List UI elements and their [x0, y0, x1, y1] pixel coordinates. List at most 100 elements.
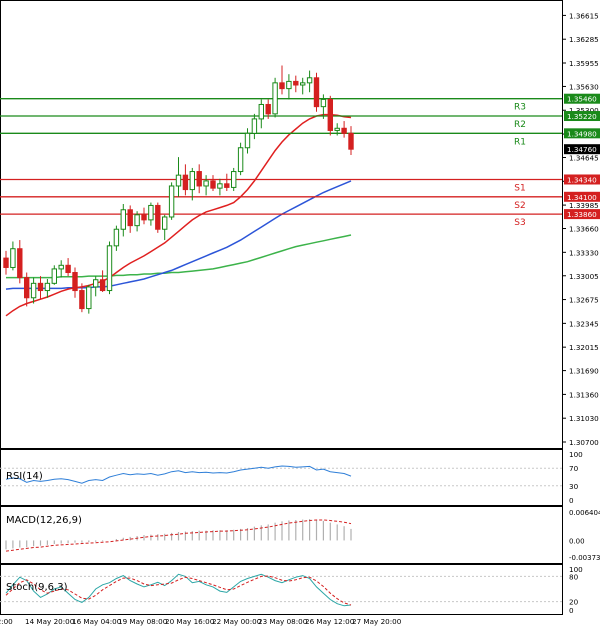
level-name-s3: S3 — [514, 218, 525, 228]
candle-body — [342, 128, 346, 133]
candle-body — [225, 184, 229, 188]
candle-body — [100, 280, 104, 291]
stoch-tick-bottom: 0 — [569, 606, 574, 615]
candle-body — [94, 280, 98, 287]
macd-title: MACD(12,26,9) — [6, 515, 82, 526]
candle-body — [301, 83, 305, 85]
rsi-tick-label: 30 — [569, 482, 579, 491]
level-name-r2: R2 — [514, 120, 526, 130]
candle-body — [121, 210, 125, 229]
macd-tick-label: 0.006404 — [569, 509, 600, 517]
macd-tick-label: -0.003731 — [569, 554, 600, 562]
time-axis-label: 16 May 04:00 — [72, 617, 122, 626]
price-tick-label: 1.31030 — [569, 414, 599, 423]
candle-body — [163, 217, 167, 229]
level-name-s2: S2 — [514, 201, 525, 211]
candle-body — [211, 181, 215, 188]
candle-body — [245, 133, 249, 147]
candle-body — [142, 215, 146, 220]
level-price-label: 1.34100 — [567, 193, 597, 202]
candle-body — [266, 104, 270, 113]
price-tick-label: 1.31690 — [569, 367, 599, 376]
candle-body — [107, 246, 111, 291]
candle-body — [232, 172, 236, 188]
candle-body — [128, 210, 132, 226]
level-price-label: 1.34980 — [567, 129, 597, 138]
candle-body — [4, 258, 8, 267]
candle-body — [252, 119, 256, 133]
candle-body — [59, 265, 63, 269]
price-tick-label: 1.34645 — [569, 153, 599, 162]
candle-body — [273, 83, 277, 114]
time-axis-label: 27 May 20:00 — [352, 617, 402, 626]
candle-body — [314, 78, 318, 107]
price-tick-label: 1.36285 — [569, 35, 599, 44]
candle-body — [238, 148, 242, 172]
price-tick-label: 1.30700 — [569, 438, 599, 447]
price-tick-label: 1.33985 — [569, 201, 599, 210]
time-axis-label: 20 May 16:00 — [165, 617, 215, 626]
time-axis-label: 22 May 00:00 — [212, 617, 262, 626]
level-price-label: 1.35220 — [567, 112, 597, 121]
candle-body — [190, 172, 194, 190]
level-price-label: 1.33860 — [567, 210, 597, 219]
candle-body — [287, 81, 291, 88]
level-name-r1: R1 — [514, 137, 526, 147]
candle-body — [87, 287, 91, 309]
time-axis-label: 19 May 08:00 — [118, 617, 168, 626]
candle-body — [45, 283, 49, 290]
candle-body — [169, 186, 173, 217]
candle-body — [218, 184, 222, 188]
level-price-label: 1.34340 — [567, 175, 597, 184]
candle-body — [156, 205, 160, 229]
time-axis-label: 14 May 20:00 — [25, 617, 75, 626]
candle-body — [328, 99, 332, 130]
time-axis-label: 23 May 08:00 — [258, 617, 308, 626]
level-name-r3: R3 — [514, 103, 526, 113]
rsi-title: RSI(14) — [6, 471, 43, 482]
price-tick-label: 1.32345 — [569, 319, 599, 328]
candle-body — [135, 215, 139, 226]
candle-body — [11, 249, 15, 268]
candle-body — [66, 265, 70, 272]
candle-body — [25, 278, 29, 298]
candle-body — [114, 229, 118, 246]
candle-body — [204, 181, 208, 186]
price-tick-label: 1.35630 — [569, 82, 599, 91]
candle-body — [259, 104, 263, 118]
candle-body — [52, 269, 56, 283]
price-tick-label: 1.33330 — [569, 248, 599, 257]
rsi-tick-top: 100 — [569, 450, 583, 459]
candle-body — [307, 78, 311, 83]
candle-body — [280, 83, 284, 89]
candle-body — [18, 249, 22, 278]
candle-body — [335, 128, 339, 130]
price-tick-label: 1.36615 — [569, 11, 599, 20]
price-tick-label: 1.31360 — [569, 390, 599, 399]
rsi-tick-bottom: 0 — [569, 496, 574, 505]
time-axis-label: 26 May 12:00 — [305, 617, 355, 626]
stoch-tick-top: 100 — [569, 565, 583, 574]
price-tick-label: 1.32015 — [569, 343, 599, 352]
level-name-s1: S1 — [514, 183, 525, 193]
price-tick-label: 1.33660 — [569, 225, 599, 234]
level-price-label: 1.35460 — [567, 95, 597, 104]
candle-body — [176, 175, 180, 186]
macd-tick-label: 0.00 — [569, 537, 585, 545]
candle-body — [197, 172, 201, 186]
candle-body — [349, 133, 353, 149]
price-tick-label: 1.32675 — [569, 296, 599, 305]
stoch-title: Stoch(9,6,3) — [6, 582, 68, 593]
candle-body — [80, 291, 84, 309]
rsi-tick-label: 70 — [569, 464, 579, 473]
candle-body — [294, 81, 298, 85]
price-tick-label: 1.35955 — [569, 59, 599, 68]
current-price-label: 1.34760 — [567, 145, 597, 154]
candle-body — [183, 175, 187, 189]
candle-body — [31, 283, 35, 297]
candle-body — [321, 99, 325, 106]
